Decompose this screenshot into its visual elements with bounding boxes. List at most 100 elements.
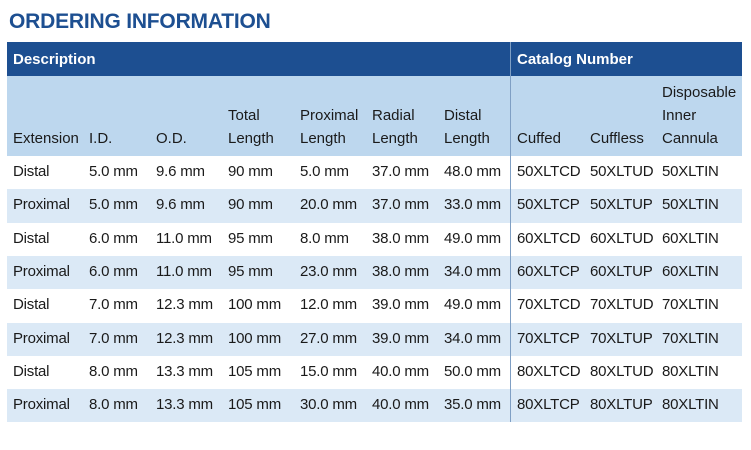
table-cell: 15.0 mm: [300, 362, 357, 380]
table-cell: Distal: [13, 362, 50, 380]
table-cell: 6.0 mm: [89, 229, 138, 247]
table-cell: 39.0 mm: [372, 296, 429, 314]
table-row: [7, 156, 742, 190]
table-cell: 9.6 mm: [156, 163, 205, 180]
table-cell: Proximal: [13, 196, 70, 214]
table-cell: 11.0 mm: [156, 262, 212, 280]
table-row: [7, 289, 742, 323]
table-cell: 9.6 mm: [156, 196, 205, 214]
table-cell: 12.0 mm: [300, 296, 357, 314]
column-header: Length: [300, 130, 346, 147]
table-cell: 33.0 mm: [444, 196, 501, 214]
table-cell: 60XLTCD: [517, 229, 581, 247]
table-cell: 50XLTCP: [517, 196, 580, 214]
table-cell: Distal: [13, 296, 50, 314]
table-cell: Proximal: [13, 329, 70, 347]
table-cell: 90 mm: [228, 163, 273, 180]
table-cell: 20.0 mm: [300, 196, 357, 214]
table-cell: 60XLTIN: [662, 262, 719, 280]
table-cell: 80XLTCP: [517, 396, 580, 414]
table-cell: 34.0 mm: [444, 262, 501, 280]
column-header: O.D.: [156, 130, 187, 147]
table-cell: 70XLTIN: [662, 296, 719, 314]
table-cell: 80XLTIN: [662, 362, 719, 380]
table-cell: 49.0 mm: [444, 229, 501, 247]
table-cell: 30.0 mm: [300, 396, 357, 414]
table-cell: 11.0 mm: [156, 229, 212, 247]
table-row: [7, 222, 742, 256]
table-cell: 70XLTCP: [517, 329, 580, 347]
table-cell: 6.0 mm: [89, 262, 138, 280]
table-cell: 38.0 mm: [372, 262, 429, 280]
table-cell: Proximal: [13, 262, 70, 280]
column-header: Distal: [444, 107, 482, 124]
column-header: Extension: [13, 130, 79, 147]
table-cell: 5.0 mm: [300, 163, 349, 180]
table-cell: 95 mm: [228, 229, 273, 247]
table-cell: 95 mm: [228, 262, 273, 280]
table-cell: 70XLTUD: [590, 296, 654, 314]
table-cell: Distal: [13, 229, 50, 247]
column-header: Proximal: [300, 107, 359, 124]
column-header-bar: [7, 76, 742, 156]
table-cell: 80XLTUP: [590, 396, 653, 414]
table-cell: 70XLTCD: [517, 296, 581, 314]
table-cell: 70XLTIN: [662, 329, 719, 347]
column-header: I.D.: [89, 130, 113, 147]
table-cell: 90 mm: [228, 196, 273, 214]
table-cell: 12.3 mm: [156, 296, 213, 314]
table-cell: 5.0 mm: [89, 163, 138, 180]
table-cell: 7.0 mm: [89, 296, 138, 314]
table-row: [7, 255, 742, 290]
table-cell: 80XLTIN: [662, 396, 719, 414]
column-header: Length: [228, 130, 274, 147]
table-row: [7, 389, 742, 423]
table-cell: 50XLTCD: [517, 163, 581, 180]
title: ORDERING INFORMATION: [9, 10, 271, 33]
table-cell: 50.0 mm: [444, 362, 501, 380]
column-header: Total: [228, 107, 260, 124]
table-cell: 80XLTCD: [517, 362, 581, 380]
column-header: Inner: [662, 107, 697, 124]
column-header: Cuffed: [517, 130, 561, 147]
table-row: [7, 322, 742, 356]
table-cell: 37.0 mm: [372, 163, 429, 180]
column-header: Length: [444, 130, 490, 147]
table-cell: 40.0 mm: [372, 362, 429, 380]
table-cell: 13.3 mm: [156, 396, 213, 414]
column-header: Radial: [372, 107, 415, 124]
table-cell: 50XLTUP: [590, 196, 653, 214]
table-cell: 34.0 mm: [444, 329, 501, 347]
table-cell: 12.3 mm: [156, 329, 213, 347]
table-cell: 100 mm: [228, 296, 281, 314]
table-cell: 50XLTUD: [590, 163, 654, 180]
column-header: Cuffless: [590, 130, 644, 147]
table-cell: 60XLTCP: [517, 262, 580, 280]
table-cell: 8.0 mm: [300, 229, 349, 247]
table-cell: 8.0 mm: [89, 396, 138, 414]
table-cell: 105 mm: [228, 362, 281, 380]
column-header: Disposable: [662, 84, 737, 101]
group-header-bar: [7, 42, 742, 76]
table-cell: 50XLTIN: [662, 196, 719, 214]
table-cell: 49.0 mm: [444, 296, 501, 314]
table-cell: 40.0 mm: [372, 396, 429, 414]
table-cell: 60XLTUD: [590, 229, 654, 247]
column-header: Length: [372, 130, 418, 147]
group-header: Catalog Number: [517, 51, 633, 68]
table-cell: 27.0 mm: [300, 329, 357, 347]
table-cell: 5.0 mm: [89, 196, 138, 214]
table-cell: 39.0 mm: [372, 329, 429, 347]
table-cell: 13.3 mm: [156, 362, 213, 380]
column-divider: [510, 42, 511, 422]
table-cell: Distal: [13, 163, 50, 180]
table-cell: 23.0 mm: [300, 262, 357, 280]
table-cell: 35.0 mm: [444, 396, 501, 414]
table-cell: 38.0 mm: [372, 229, 429, 247]
table-cell: 105 mm: [228, 396, 281, 414]
group-header: Description: [13, 51, 96, 68]
table-cell: 7.0 mm: [89, 329, 138, 347]
column-header: Cannula: [662, 130, 718, 147]
table-cell: Proximal: [13, 396, 70, 414]
table-cell: 80XLTUD: [590, 362, 654, 380]
